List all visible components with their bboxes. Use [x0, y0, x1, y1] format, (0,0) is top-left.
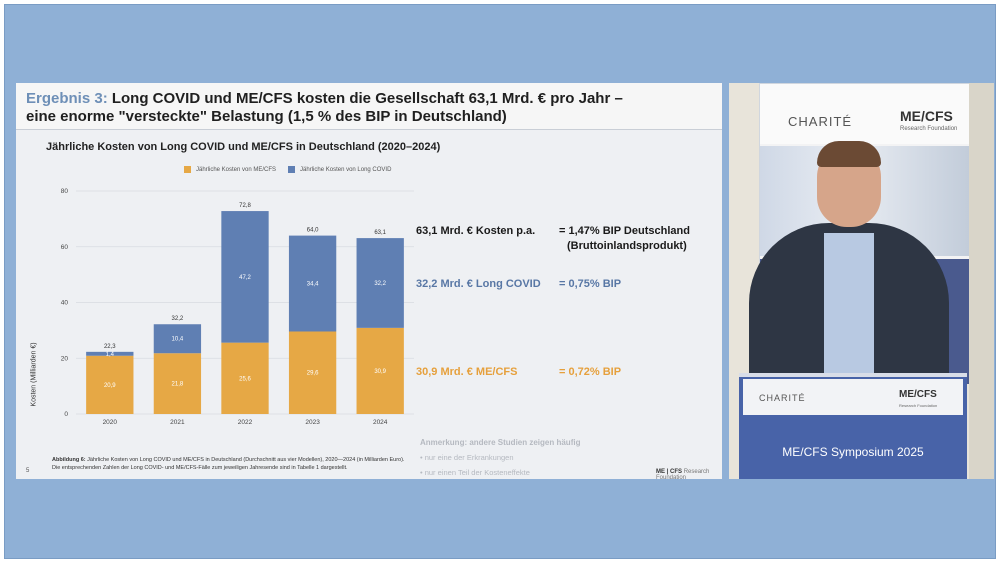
speaker-hair: [817, 141, 881, 167]
footer-brand: ME | CFS Research Foundation: [656, 469, 710, 479]
legend-label-mecfs: Jährliche Kosten von ME/CFS: [196, 166, 277, 173]
stat-longcovid-label: 32,2 Mrd. € Long COVID: [416, 278, 541, 290]
mecfs-logo: ME/CFS: [900, 108, 953, 124]
stat-longcovid: 32,2 Mrd. € Long COVID = 0,75% BIP: [416, 278, 621, 290]
podium-logo-panel: [743, 379, 963, 415]
legend-swatch-longcovid: [288, 166, 296, 173]
stat-mecfs: 30,9 Mrd. € ME/CFS = 0,72% BIP: [416, 366, 621, 378]
stat-mecfs-label: 30,9 Mrd. € ME/CFS: [416, 366, 518, 378]
stat-mecfs-value: = 0,72% BIP: [559, 366, 622, 378]
stat-total-note: (Bruttoinlandsprodukt): [567, 240, 687, 252]
caption-text: Jährliche Kosten von Long COVID und ME/C…: [52, 457, 405, 471]
bar-total-label: 32,2: [172, 316, 184, 322]
legend-item-longcovid: Jährliche Kosten von Long COVID: [288, 166, 391, 173]
speaker-shirt: [824, 233, 874, 373]
x-tick-label: 2022: [238, 419, 253, 426]
bar-segment: [288, 331, 337, 414]
bar-segment: [153, 324, 202, 354]
bar-value-label: 34,4: [307, 282, 319, 288]
page-number: 5: [26, 468, 30, 474]
bar-segment: [86, 355, 134, 414]
y-tick-label: 0: [64, 411, 68, 418]
podium-mecfs-logo: ME/CFS: [899, 389, 937, 400]
slide-header: Ergebnis 3: Long COVID und ME/CFS kosten…: [16, 83, 722, 130]
bar-segment: [221, 342, 269, 414]
bar-segment: [356, 327, 404, 414]
y-tick-label: 40: [61, 300, 69, 307]
bar-value-label: 10,4: [172, 337, 184, 343]
bar-total-label: 63,1: [374, 230, 386, 236]
bar-value-label: 47,2: [239, 275, 251, 281]
legend-label-longcovid: Jährliche Kosten von Long COVID: [300, 166, 392, 173]
stat-longcovid-value: = 0,75% BIP: [559, 278, 622, 290]
podium-charite-logo: CHARITÉ: [759, 393, 806, 403]
banner-logo-area: CHARITÉ ME/CFS Research Foundation: [760, 84, 988, 144]
legend-item-mecfs: Jährliche Kosten von ME/CFS: [184, 166, 276, 173]
bar-value-label: 29,6: [307, 371, 319, 377]
cost-chart: Kosten (Milliarden €) 0 20 40 60 80 20,9 1,4 22…: [31, 161, 426, 461]
legend-swatch-mecfs: [184, 166, 191, 173]
caption-label: Abbildung 6:: [52, 457, 86, 463]
mecfs-logo-sub: Research Foundation: [900, 126, 958, 132]
x-tick-label: 2024: [373, 419, 388, 426]
charite-logo: CHARITÉ: [788, 114, 853, 129]
bar-value-label: 21,8: [172, 382, 184, 388]
slide-title-line-2: eine enorme "versteckte" Belastung (1,5 …: [26, 108, 507, 125]
podium-mecfs-logo-sub: Research Foundation: [899, 403, 938, 408]
note-item: • nur eine der Erkrankungen: [420, 453, 514, 462]
bar-segment: [356, 238, 404, 328]
presentation-slide: Ergebnis 3: Long COVID und ME/CFS kosten…: [16, 83, 722, 479]
video-frame: Ergebnis 3: Long COVID und ME/CFS kosten…: [4, 4, 996, 559]
bar-segment: [153, 353, 202, 414]
bar-segment: [86, 351, 134, 356]
x-tick-label: 2021: [170, 419, 185, 426]
bar-total-label: 72,8: [239, 203, 251, 209]
figure-caption: Abbildung 6: Jährliche Kosten von Long C…: [52, 456, 412, 472]
stat-total-label: 63,1 Mrd. € Kosten p.a.: [416, 225, 536, 237]
bar-value-label: 1,4: [106, 352, 115, 358]
bar-value-label: 30,9: [374, 369, 386, 375]
y-tick-label: 20: [61, 355, 69, 362]
bar-total-label: 22,3: [104, 344, 116, 350]
bar-total-label: 64,0: [307, 228, 319, 234]
x-tick-label: 2023: [305, 419, 320, 426]
title-text-1: Long COVID und ME/CFS kosten die Gesells…: [111, 90, 623, 107]
chart-subtitle: Jährliche Kosten von Long COVID und ME/C…: [46, 141, 441, 153]
chart-svg: 0 20 40 60 80 20,9 1,4 22,3 2020 21,8 10,4 32,2 2021…: [61, 188, 414, 426]
note-item: • nur einen Teil der Kosteneffekte: [420, 468, 530, 477]
speaker-video: CHARITÉ ME/CFS Research Foundation CHARI…: [729, 83, 994, 479]
stat-total: 63,1 Mrd. € Kosten p.a. = 1,47% BIP Deut…: [416, 225, 690, 237]
chart-legend: Jährliche Kosten von ME/CFS Jährliche Ko…: [184, 166, 391, 173]
note-list: • nur eine der Erkrankungen • nur einen …: [420, 453, 530, 479]
stat-total-value: = 1,47% BIP Deutschland: [559, 225, 690, 237]
background-wall: [969, 83, 994, 479]
bar-segment: [288, 235, 337, 332]
bar-segment: [221, 211, 269, 343]
y-tick-label: 80: [61, 188, 69, 195]
title-prefix: Ergebnis 3:: [26, 90, 108, 107]
slide-title-line-1: Ergebnis 3: Long COVID und ME/CFS kosten…: [26, 90, 623, 107]
podium-event-title: ME/CFS Symposium 2025: [782, 445, 924, 459]
x-tick-label: 2020: [103, 419, 118, 426]
note-heading: Anmerkung: andere Studien zeigen häufig: [420, 438, 581, 447]
bar-value-label: 32,2: [374, 281, 386, 287]
bar-value-label: 25,6: [239, 376, 251, 382]
y-tick-label: 60: [61, 244, 69, 251]
bar-value-label: 20,9: [104, 383, 116, 389]
